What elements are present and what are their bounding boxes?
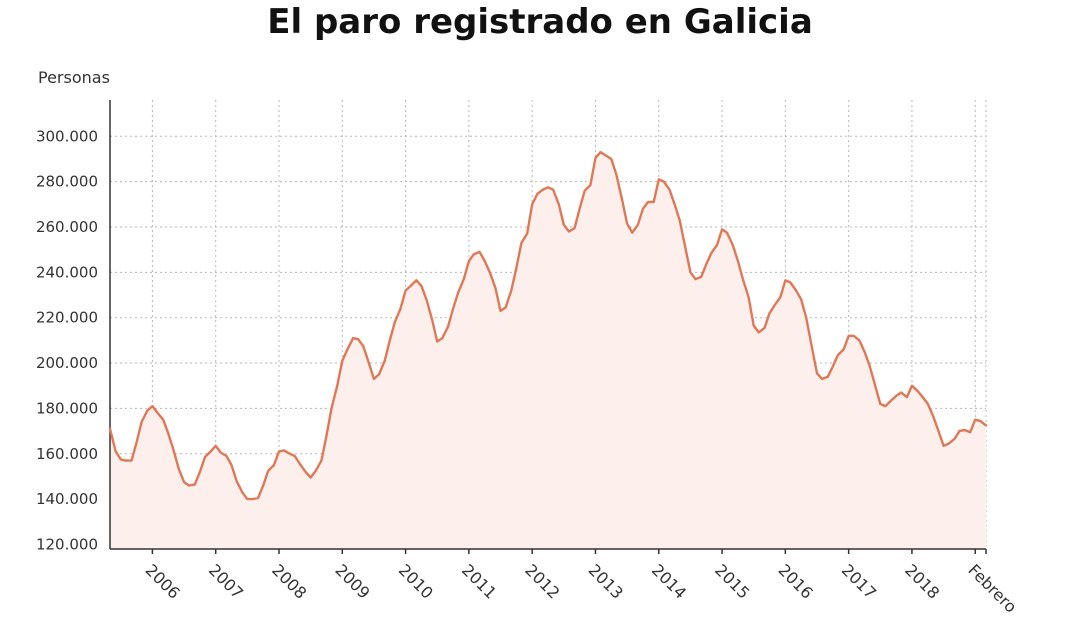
y-tick-label: 180.000	[36, 399, 98, 417]
y-tick-label: 260.000	[36, 218, 98, 236]
y-tick-label: 140.000	[36, 490, 98, 508]
y-tick-label: 160.000	[36, 445, 98, 463]
x-tick-label: 2012	[521, 560, 563, 602]
x-tick-label: 2006	[142, 560, 184, 602]
y-tick-label: 240.000	[36, 263, 98, 281]
x-tick-label: 2007	[205, 560, 247, 602]
x-tick-label: 2014	[648, 560, 690, 602]
x-tick-labels: 2006 2007 2008 2009 2010 2011 2012 2013 2014 2015…	[142, 560, 1021, 616]
x-tick-label: 2015	[711, 560, 753, 602]
y-axis-label: Personas	[38, 68, 110, 87]
y-tick-label: 200.000	[36, 354, 98, 372]
y-tick-label: 280.000	[36, 173, 98, 191]
x-tick-label: 2017	[838, 560, 880, 602]
y-tick-label: 300.000	[36, 127, 98, 145]
x-tick-label: 2009	[331, 560, 373, 602]
y-tick-labels: 120.000 140.000 160.000 180.000 200.000 220.0…	[36, 127, 98, 553]
x-tick-label: 2011	[458, 560, 500, 602]
y-tick-label: 120.000	[36, 535, 98, 553]
x-tick-label: 2010	[395, 560, 437, 602]
x-tick-label: 2013	[585, 560, 627, 602]
area-fill	[110, 152, 986, 549]
y-tick-label: 220.000	[36, 309, 98, 327]
x-tick-label: 2018	[901, 560, 943, 602]
series-line	[108, 151, 988, 501]
x-tick-label: 2016	[775, 560, 817, 602]
x-tick-label: Febrero	[964, 560, 1020, 616]
axes	[109, 100, 987, 554]
x-tick-label: 2008	[268, 560, 310, 602]
chart-title: El paro registrado en Galicia	[267, 2, 813, 42]
